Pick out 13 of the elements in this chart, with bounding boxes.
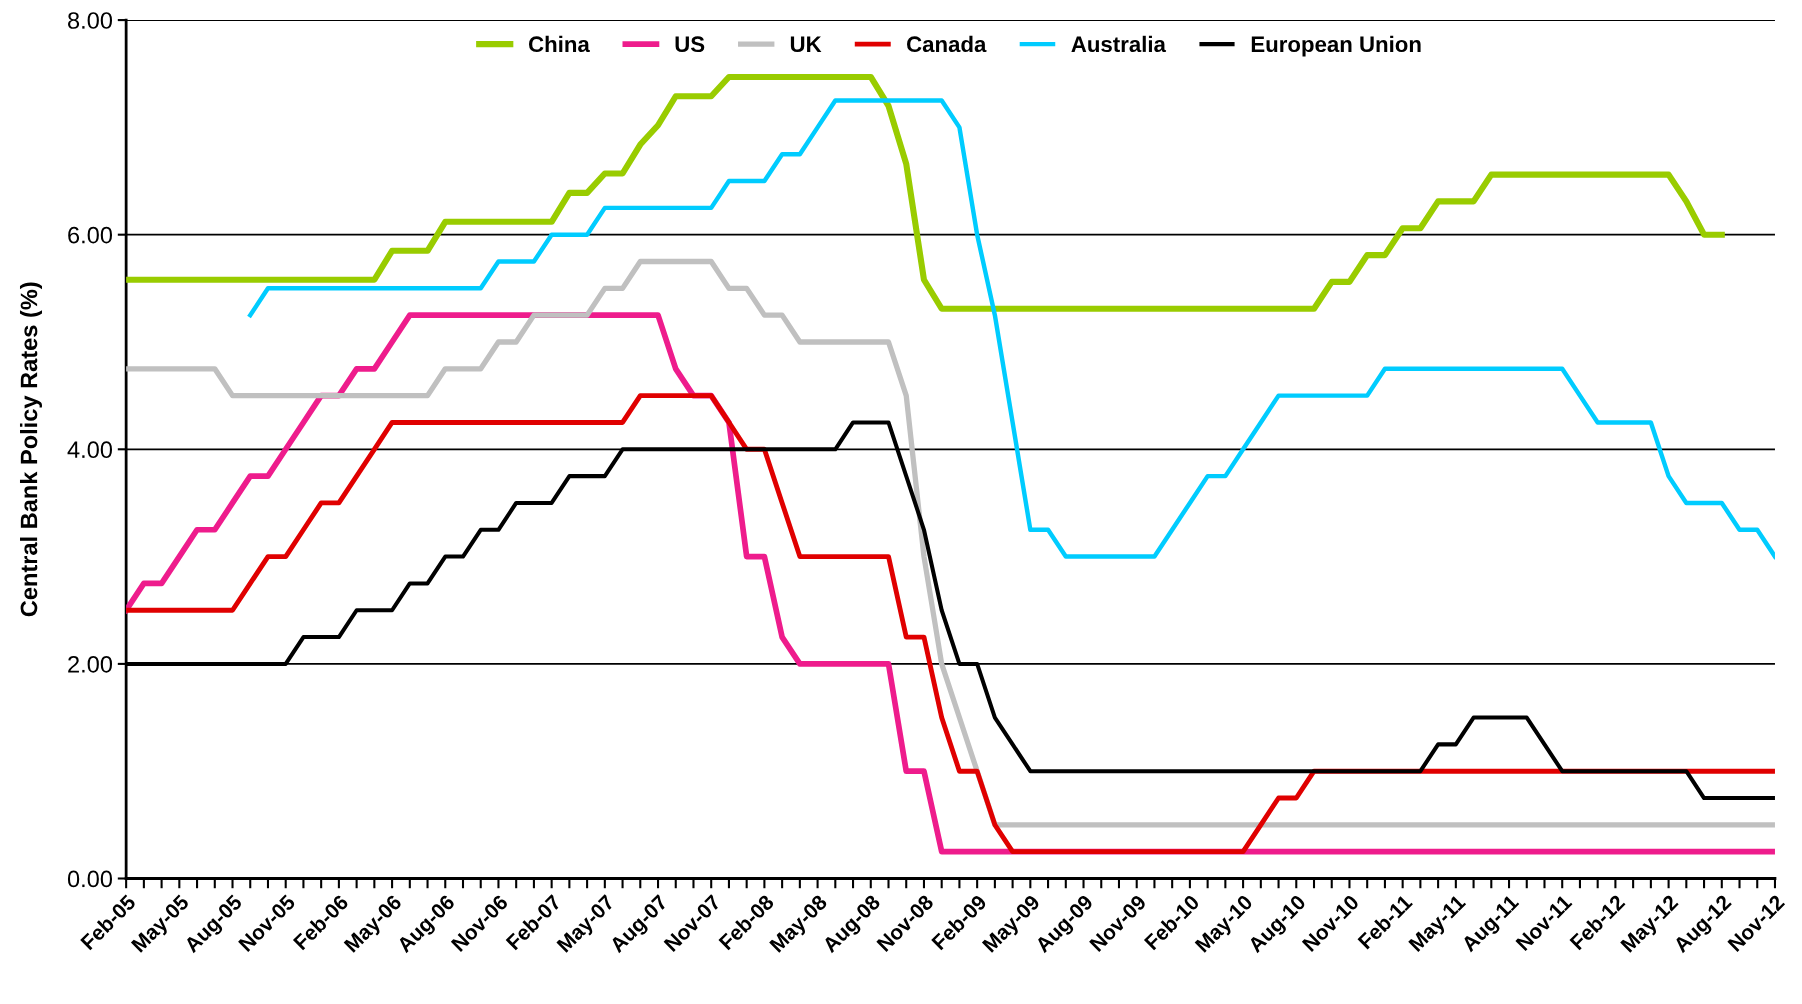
legend-label: US	[675, 36, 705, 53]
y-tick-label: 0.00	[67, 870, 113, 888]
y-tick-label: 4.00	[67, 441, 113, 459]
y-tick-label: 6.00	[68, 226, 113, 244]
y-axis-title: Central Bank Policy Rates (%)	[19, 282, 42, 617]
y-tick-label: 8.00	[68, 12, 113, 29]
legend-label: Canada	[907, 35, 987, 53]
legend-label: UK	[790, 36, 822, 53]
legend-label: European Union	[1251, 35, 1421, 57]
y-tick-label: 2.00	[68, 655, 113, 673]
legend-label: China	[528, 35, 590, 53]
legend-label: Australia	[1071, 35, 1167, 53]
line-series	[248, 98, 1775, 559]
